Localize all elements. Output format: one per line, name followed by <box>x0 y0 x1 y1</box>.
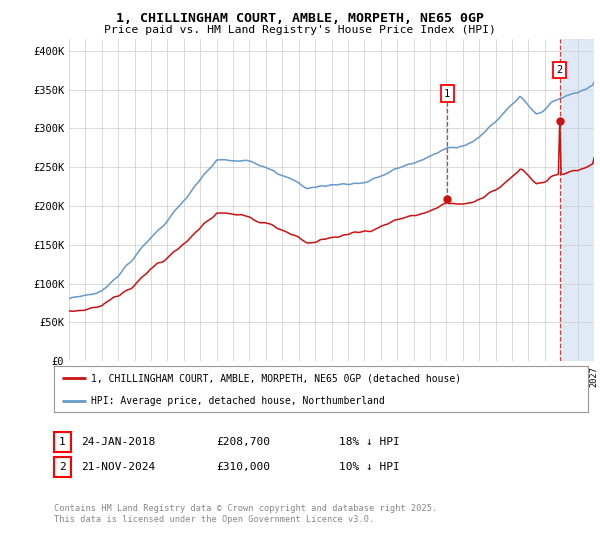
Text: 1, CHILLINGHAM COURT, AMBLE, MORPETH, NE65 0GP (detached house): 1, CHILLINGHAM COURT, AMBLE, MORPETH, NE… <box>91 373 461 383</box>
Text: This data is licensed under the Open Government Licence v3.0.: This data is licensed under the Open Gov… <box>54 515 374 524</box>
Text: 2: 2 <box>556 65 563 75</box>
Text: 1: 1 <box>59 437 66 447</box>
Text: £310,000: £310,000 <box>216 462 270 472</box>
Text: 18% ↓ HPI: 18% ↓ HPI <box>339 437 400 447</box>
Text: 10% ↓ HPI: 10% ↓ HPI <box>339 462 400 472</box>
Text: 24-JAN-2018: 24-JAN-2018 <box>81 437 155 447</box>
Text: 1, CHILLINGHAM COURT, AMBLE, MORPETH, NE65 0GP: 1, CHILLINGHAM COURT, AMBLE, MORPETH, NE… <box>116 12 484 25</box>
Text: £208,700: £208,700 <box>216 437 270 447</box>
Text: Contains HM Land Registry data © Crown copyright and database right 2025.: Contains HM Land Registry data © Crown c… <box>54 504 437 513</box>
Text: 21-NOV-2024: 21-NOV-2024 <box>81 462 155 472</box>
Bar <box>563 39 600 361</box>
Text: Price paid vs. HM Land Registry's House Price Index (HPI): Price paid vs. HM Land Registry's House … <box>104 25 496 35</box>
Text: HPI: Average price, detached house, Northumberland: HPI: Average price, detached house, Nort… <box>91 396 385 406</box>
Text: 1: 1 <box>444 88 451 99</box>
Text: 2: 2 <box>59 462 66 472</box>
